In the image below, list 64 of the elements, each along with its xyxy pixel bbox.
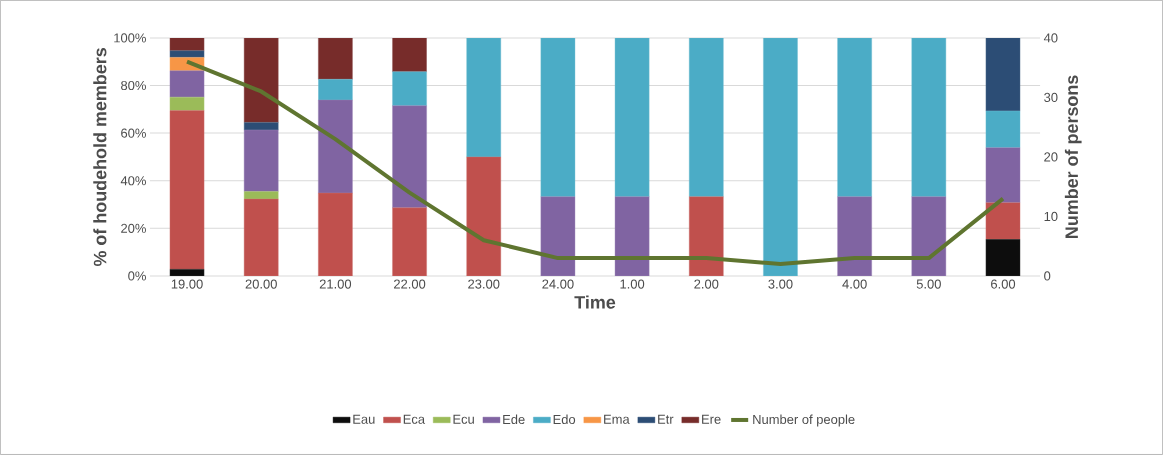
bar	[318, 192, 353, 277]
bar	[689, 37, 724, 197]
bar	[540, 37, 576, 197]
x-tick-label: 5.00	[916, 279, 941, 289]
x-tick-label: 20.00	[245, 279, 277, 289]
legend-label: Eau	[353, 414, 375, 424]
bar	[169, 110, 205, 270]
legend-label: Number of people	[753, 414, 855, 427]
x-tick-label: 24.00	[542, 279, 574, 289]
x-tick-label: 2.00	[694, 279, 719, 289]
bar	[985, 239, 1021, 277]
legend-label: Edo	[553, 414, 576, 425]
x-tick-label: 4.00	[842, 279, 867, 289]
y2-tick-label: 10	[1044, 211, 1058, 222]
bar	[243, 129, 279, 192]
y2-tick-label: 30	[1044, 92, 1058, 103]
legend-label: Ede	[503, 414, 525, 425]
x-tick-label: 22.00	[394, 279, 426, 289]
bar	[169, 70, 205, 98]
y-tick-label: 20%	[121, 223, 146, 233]
bar	[392, 207, 427, 277]
bar	[392, 105, 427, 209]
bar	[614, 196, 650, 277]
bar	[466, 156, 501, 277]
legend-label: Eca	[403, 414, 426, 424]
x-tick-label: 21.00	[319, 279, 352, 289]
bar	[837, 37, 872, 197]
bar	[763, 37, 798, 277]
legend-label: Ema	[604, 414, 630, 424]
bar	[689, 196, 724, 277]
y2-tick-label: 40	[1043, 33, 1058, 43]
x-tick-label: 19.00	[171, 279, 203, 289]
bar	[392, 37, 427, 72]
legend-label: Ere	[702, 414, 721, 424]
bar	[911, 196, 947, 277]
bar	[985, 110, 1021, 148]
y2-axis-title: Number of persons	[1064, 75, 1082, 238]
bar	[169, 37, 205, 52]
bar	[243, 198, 279, 277]
bar	[243, 37, 279, 123]
y-tick-label: 40%	[120, 176, 146, 186]
y-tick-label: 100%	[114, 33, 146, 43]
legend-label: Ecu	[453, 414, 474, 424]
bar	[466, 37, 501, 158]
bar	[169, 97, 205, 111]
bar	[614, 37, 650, 197]
bar	[985, 37, 1021, 112]
x-tick-label: 23.00	[468, 279, 500, 289]
x-tick-label: 1.00	[620, 279, 645, 289]
y2-tick-label: 20	[1044, 152, 1058, 162]
bar	[392, 71, 427, 107]
y2-tick-label: 0	[1044, 271, 1051, 281]
bar	[837, 196, 872, 277]
bar	[911, 37, 947, 197]
bar	[318, 37, 353, 80]
y-tick-label: 80%	[121, 80, 146, 91]
x-tick-label: 6.00	[991, 279, 1016, 289]
x-axis-title: Time	[574, 295, 616, 309]
y-axis-title: % of houdehold members	[93, 48, 107, 267]
legend-label: Etr	[658, 414, 674, 424]
x-tick-label: 3.00	[768, 279, 793, 289]
y-tick-label: 0%	[128, 271, 146, 281]
bar	[985, 147, 1021, 203]
y-tick-label: 60%	[121, 128, 146, 138]
